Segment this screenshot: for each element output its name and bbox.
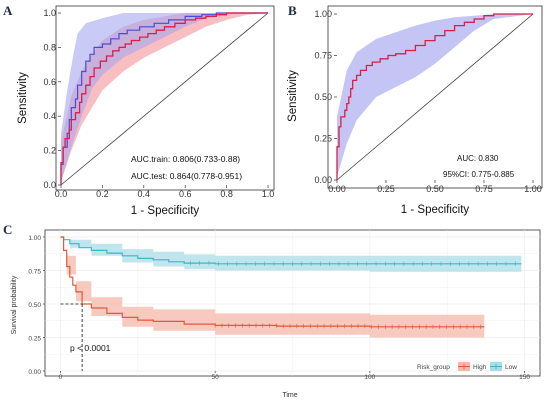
panel-a-x-tick-label: 0.6 bbox=[179, 189, 192, 199]
panel-a-ticks: 0.0 0.2 0.4 0.6 0.8 1.0 0.0 0.2 0.4 0.6 0.8 1.0 bbox=[43, 8, 274, 199]
panel-c-x-axis-title: Time bbox=[282, 392, 297, 399]
panel-a-test-roc-line bbox=[60, 12, 268, 185]
panel-a-y-tick-label: 0.2 bbox=[43, 146, 56, 156]
panel-a-y-tick-label: 1.0 bbox=[43, 8, 56, 18]
panel-c-low-ci-band bbox=[60, 237, 522, 272]
panel-b-marks bbox=[336, 13, 534, 181]
panel-a-x-tick-label: 1.0 bbox=[262, 189, 275, 199]
panel-a-y-axis-title: Sensitivity bbox=[17, 72, 29, 124]
legend-label-low: Low bbox=[505, 364, 517, 371]
panel-c-x-tick-label: 50 bbox=[212, 374, 220, 381]
panel-c-p-value-label: p < 0.0001 bbox=[70, 343, 111, 353]
panel-b-x-tick-label: 0.50 bbox=[426, 184, 444, 194]
panel-b-letter: B bbox=[288, 3, 297, 18]
panel-a-auc-train-label: AUC.train: 0.806(0.733-0.88) bbox=[131, 154, 240, 164]
panel-a-marks bbox=[60, 12, 269, 186]
panel-c-x-tick-label: 0 bbox=[59, 374, 63, 381]
panel-c-y-tick-label: 0.50 bbox=[28, 302, 41, 309]
panel-c-high-ci-band bbox=[60, 237, 485, 338]
panel-a-roc-chart: 0.0 0.2 0.4 0.6 0.8 1.0 0.0 0.2 0.4 0.6 0.8 1.0 AUC… bbox=[17, 5, 275, 217]
panel-c-ticks: 0 50 100 150 0.00 0.25 0.50 0.75 1.00 bbox=[28, 235, 530, 381]
panel-a-reference-diagonal bbox=[60, 12, 269, 186]
panel-c-y-tick-label: 0.00 bbox=[28, 369, 41, 376]
panel-c-letter: C bbox=[3, 222, 12, 237]
legend-label-high: High bbox=[473, 364, 487, 371]
panel-c-low-survival-curve bbox=[60, 236, 522, 265]
panel-a-auc-test-label: AUC.test: 0.864(0.778-0.951) bbox=[131, 171, 242, 181]
panel-b-ci-band bbox=[337, 14, 533, 177]
panel-c-y-tick-label: 0.25 bbox=[28, 336, 41, 343]
panel-a-y-tick-label: 0.0 bbox=[43, 180, 56, 190]
panel-c-survival-chart: 0 50 100 150 0.00 0.25 0.50 0.75 1.00 p < 0.0001… bbox=[11, 229, 541, 399]
panel-c-legend: Risk_group High Low bbox=[417, 362, 517, 371]
panel-a-x-tick-label: 0.2 bbox=[96, 189, 109, 199]
panel-b-y-axis-title: Sensitivity bbox=[287, 70, 299, 122]
panel-a-train-roc-line bbox=[60, 12, 268, 185]
panel-b-x-tick-label: 1.00 bbox=[524, 184, 542, 194]
panel-c-y-tick-label: 0.75 bbox=[28, 269, 41, 276]
panel-c-x-tick-label: 100 bbox=[364, 374, 375, 381]
panel-a-y-tick-label: 0.6 bbox=[43, 77, 56, 87]
panel-a-x-tick-label: 0.8 bbox=[220, 189, 233, 199]
panel-b-ticks: 0.00 0.25 0.50 0.75 1.00 0.00 0.25 0.50 0.75 1.00 bbox=[314, 9, 541, 194]
panel-c-y-axis-title: Survival probability bbox=[11, 275, 18, 334]
panel-c-x-tick-label: 150 bbox=[519, 374, 530, 381]
panel-c-marks bbox=[60, 236, 522, 371]
panel-b-x-tick-label: 0.75 bbox=[475, 184, 493, 194]
panel-b-y-tick-label: 0.00 bbox=[314, 175, 332, 185]
panel-b-auc-label: AUC: 0.830 bbox=[457, 154, 499, 163]
panel-b-roc-line bbox=[336, 13, 533, 180]
panel-a-x-tick-label: 0.4 bbox=[138, 189, 151, 199]
panel-a-x-axis-title: 1 - Specificity bbox=[131, 205, 200, 217]
panel-b-roc-chart: 0.00 0.25 0.50 0.75 1.00 0.00 0.25 0.50 0.75 1.00… bbox=[287, 5, 543, 216]
panel-b-y-tick-label: 0.25 bbox=[314, 134, 332, 144]
panel-b-reference-diagonal bbox=[336, 13, 534, 181]
panel-b-y-tick-label: 1.00 bbox=[314, 9, 332, 19]
panel-a-x-tick-label: 0.0 bbox=[55, 189, 68, 199]
panel-b-x-tick-label: 0.25 bbox=[377, 184, 395, 194]
panel-b-y-tick-label: 0.50 bbox=[314, 92, 332, 102]
legend-title: Risk_group bbox=[417, 364, 450, 371]
panel-a-y-tick-label: 0.8 bbox=[43, 42, 56, 52]
panel-a-letter: A bbox=[3, 3, 13, 18]
panel-b-x-tick-label: 0.00 bbox=[328, 184, 346, 194]
panel-b-ci-label: 95%CI: 0.775-0.885 bbox=[443, 170, 515, 179]
panel-c-y-tick-label: 1.00 bbox=[28, 235, 41, 242]
panel-b-x-axis-title: 1 - Specificity bbox=[401, 204, 470, 216]
panel-a-y-tick-label: 0.4 bbox=[43, 111, 56, 121]
panel-b-y-tick-label: 0.75 bbox=[314, 51, 332, 61]
